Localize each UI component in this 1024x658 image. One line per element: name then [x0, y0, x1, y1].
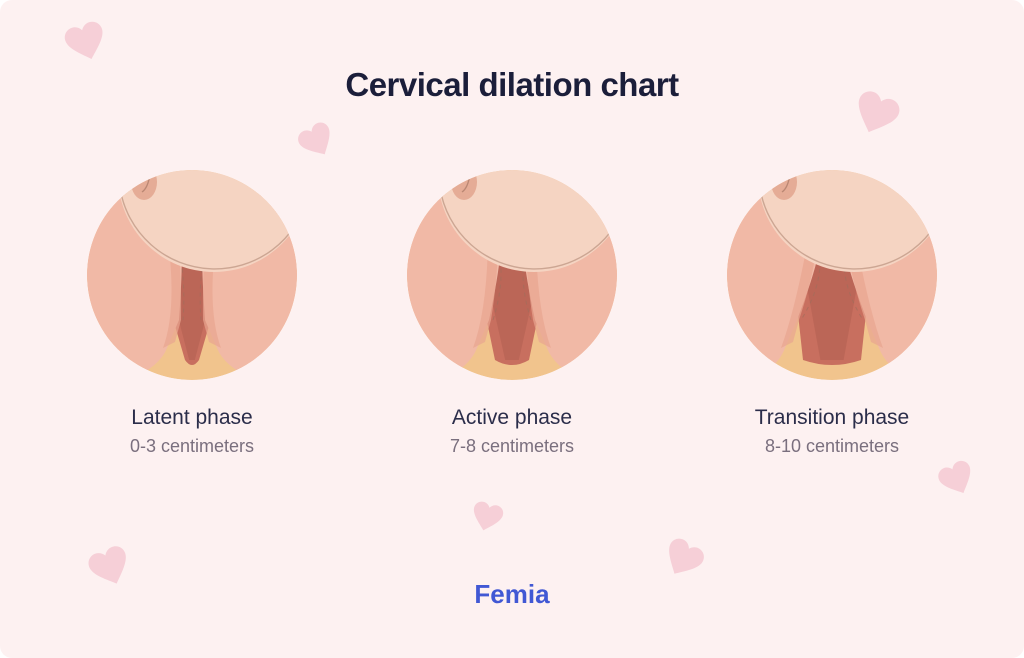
phase-illustration	[87, 170, 297, 380]
phases-row: Latent phase 0-3 centimeters	[0, 170, 1024, 457]
phase-sublabel: 0-3 centimeters	[130, 436, 254, 457]
brand-logo-text: Femia	[0, 579, 1024, 610]
phase-card: Latent phase 0-3 centimeters	[77, 170, 307, 457]
heart-icon	[466, 496, 508, 538]
heart-icon	[58, 14, 113, 69]
phase-illustration	[407, 170, 617, 380]
phase-label: Transition phase	[755, 406, 909, 430]
page-title: Cervical dilation chart	[0, 66, 1024, 104]
phase-card: Transition phase 8-10 centimeters	[717, 170, 947, 457]
phase-card: Active phase 7-8 centimeters	[397, 170, 627, 457]
infographic-canvas: Cervical dilation chart	[0, 0, 1024, 658]
phase-label: Latent phase	[131, 406, 252, 430]
phase-sublabel: 8-10 centimeters	[765, 436, 899, 457]
phase-label: Active phase	[452, 406, 572, 430]
heart-icon	[291, 115, 343, 167]
heart-icon	[932, 454, 982, 504]
phase-illustration	[727, 170, 937, 380]
phase-sublabel: 7-8 centimeters	[450, 436, 574, 457]
